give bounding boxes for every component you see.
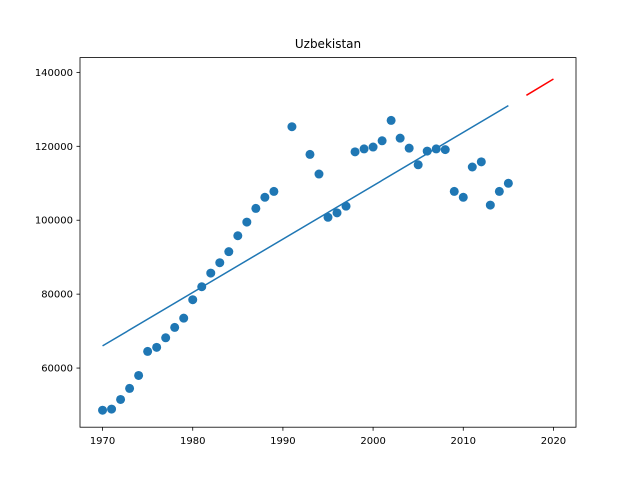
x-tick-label: 1980 <box>180 436 205 447</box>
data-point <box>98 405 108 415</box>
data-point <box>215 258 225 268</box>
y-axis-ticks: 60000 80000 100000 120000 140000 <box>35 68 80 375</box>
data-point <box>359 144 369 154</box>
data-point <box>134 370 144 380</box>
data-point <box>152 342 162 352</box>
data-point <box>323 212 333 222</box>
chart-title: Uzbekistan <box>295 37 361 51</box>
data-point <box>251 203 261 213</box>
data-point <box>206 268 216 278</box>
forecast-line <box>526 78 554 96</box>
data-point <box>305 149 315 159</box>
data-point <box>440 145 450 155</box>
x-tick-label: 1990 <box>270 436 295 447</box>
data-point <box>233 231 243 241</box>
x-tick-label: 2000 <box>360 436 385 447</box>
data-point <box>161 333 171 343</box>
x-tick-label: 2020 <box>541 436 566 447</box>
data-point <box>494 186 504 196</box>
data-point <box>197 282 207 292</box>
data-point <box>179 313 189 323</box>
y-tick-label: 60000 <box>41 364 73 375</box>
data-point <box>368 142 378 152</box>
plot-frame <box>79 57 577 428</box>
data-point <box>170 322 180 332</box>
data-point <box>377 136 387 146</box>
data-point <box>125 383 135 393</box>
data-point <box>269 186 279 196</box>
x-tick-label: 2010 <box>451 436 476 447</box>
data-point <box>107 404 117 414</box>
data-point <box>404 143 414 153</box>
data-point <box>116 394 126 404</box>
data-point <box>503 178 513 188</box>
data-point <box>458 192 468 202</box>
y-tick-label: 140000 <box>35 68 73 79</box>
x-axis-ticks: 1970 1980 1990 2000 2010 2020 <box>90 427 566 447</box>
data-point <box>260 192 270 202</box>
data-point <box>476 157 486 167</box>
data-point <box>386 115 396 125</box>
data-point <box>332 208 342 218</box>
data-point <box>287 122 297 132</box>
data-point <box>449 186 459 196</box>
y-tick-label: 100000 <box>35 216 73 227</box>
data-point <box>395 133 405 143</box>
y-tick-label: 120000 <box>35 142 73 153</box>
data-point <box>188 295 198 305</box>
data-point <box>467 162 477 172</box>
data-point <box>431 144 441 154</box>
y-tick-label: 80000 <box>41 290 73 301</box>
data-point <box>422 146 432 156</box>
fit-line <box>102 105 509 347</box>
plot-content <box>98 78 554 415</box>
data-point <box>314 169 324 179</box>
data-point <box>350 147 360 157</box>
data-point <box>143 346 153 356</box>
data-point <box>242 217 252 227</box>
x-tick-label: 1970 <box>90 436 115 447</box>
data-point <box>341 201 351 211</box>
data-point <box>224 247 234 257</box>
data-point <box>485 200 495 210</box>
data-point <box>413 160 423 170</box>
